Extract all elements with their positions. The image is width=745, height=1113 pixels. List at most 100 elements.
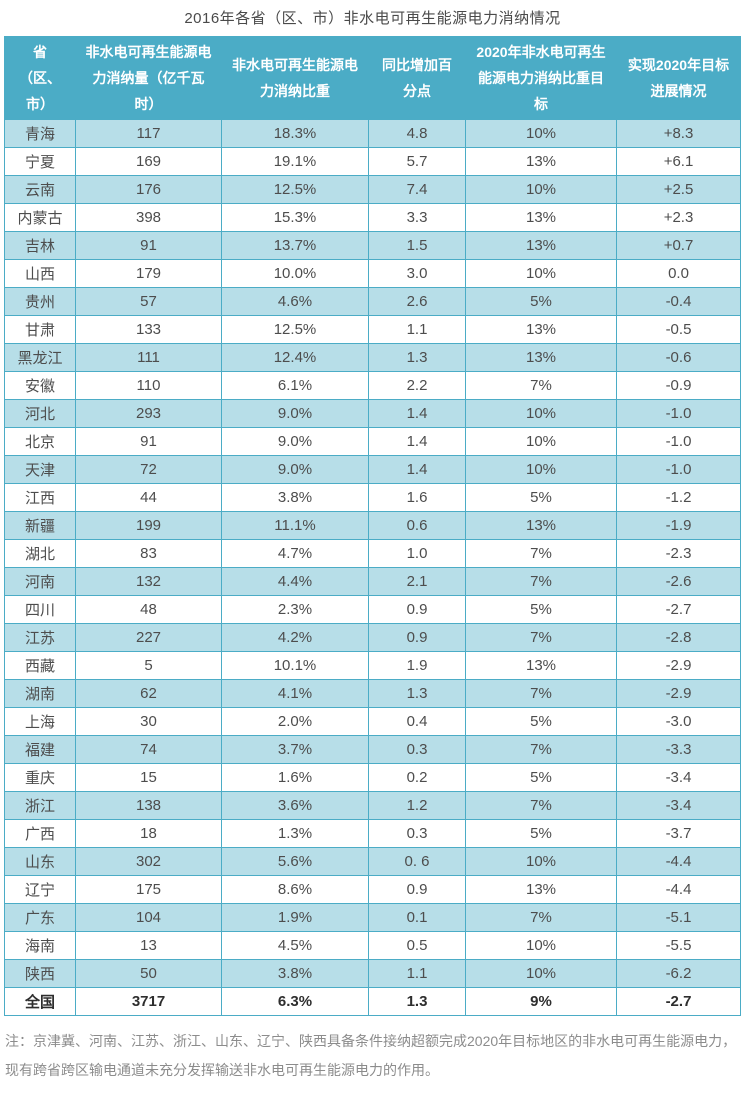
province-cell: 全国: [4, 987, 76, 1016]
progress-cell: -2.9: [616, 679, 741, 708]
province-cell: 上海: [4, 707, 76, 736]
progress-cell: -1.0: [616, 455, 741, 484]
consumption-share-cell: 3.8%: [221, 483, 369, 512]
progress-cell: -3.3: [616, 735, 741, 764]
target-cell: 7%: [465, 903, 617, 932]
table-row: 山东 302 5.6% 0. 6 10% -4.4: [4, 847, 741, 876]
target-cell: 7%: [465, 371, 617, 400]
consumption-amount-cell: 138: [75, 791, 222, 820]
target-cell: 13%: [465, 343, 617, 372]
progress-cell: 0.0: [616, 259, 741, 288]
table-row: 山西 179 10.0% 3.0 10% 0.0: [4, 259, 741, 288]
consumption-amount-cell: 110: [75, 371, 222, 400]
yoy-increase-cell: 7.4: [368, 175, 466, 204]
target-cell: 10%: [465, 119, 617, 148]
target-cell: 10%: [465, 175, 617, 204]
yoy-increase-cell: 0.9: [368, 595, 466, 624]
table-row: 上海 30 2.0% 0.4 5% -3.0: [4, 707, 741, 736]
consumption-share-cell: 8.6%: [221, 875, 369, 904]
consumption-share-cell: 4.6%: [221, 287, 369, 316]
consumption-table: 省（区、市） 非水电可再生能源电力消纳量（亿千瓦时） 非水电可再生能源电力消纳比…: [4, 36, 741, 1016]
target-cell: 7%: [465, 679, 617, 708]
progress-cell: -4.4: [616, 875, 741, 904]
table-row: 重庆 15 1.6% 0.2 5% -3.4: [4, 763, 741, 792]
yoy-increase-cell: 4.8: [368, 119, 466, 148]
table-row: 内蒙古 398 15.3% 3.3 13% +2.3: [4, 203, 741, 232]
target-cell: 10%: [465, 959, 617, 988]
consumption-amount-cell: 91: [75, 231, 222, 260]
province-cell: 安徽: [4, 371, 76, 400]
yoy-increase-cell: 1.6: [368, 483, 466, 512]
target-cell: 10%: [465, 847, 617, 876]
total-row: 全国 3717 6.3% 1.3 9% -2.7: [4, 987, 741, 1016]
target-cell: 7%: [465, 539, 617, 568]
province-cell: 陕西: [4, 959, 76, 988]
province-cell: 江苏: [4, 623, 76, 652]
progress-cell: -3.4: [616, 791, 741, 820]
consumption-amount-cell: 83: [75, 539, 222, 568]
yoy-increase-cell: 1.3: [368, 987, 466, 1016]
consumption-share-cell: 10.0%: [221, 259, 369, 288]
province-cell: 辽宁: [4, 875, 76, 904]
progress-cell: -2.3: [616, 539, 741, 568]
yoy-increase-cell: 0. 6: [368, 847, 466, 876]
yoy-increase-cell: 1.5: [368, 231, 466, 260]
progress-cell: +6.1: [616, 147, 741, 176]
table-row: 西藏 5 10.1% 1.9 13% -2.9: [4, 651, 741, 680]
progress-cell: -1.2: [616, 483, 741, 512]
consumption-share-cell: 9.0%: [221, 427, 369, 456]
consumption-share-cell: 3.6%: [221, 791, 369, 820]
progress-cell: -5.1: [616, 903, 741, 932]
progress-cell: -0.6: [616, 343, 741, 372]
table-row: 四川 48 2.3% 0.9 5% -2.7: [4, 595, 741, 624]
table-row: 青海 117 18.3% 4.8 10% +8.3: [4, 119, 741, 148]
header-consumption-amount: 非水电可再生能源电力消纳量（亿千瓦时）: [75, 36, 222, 120]
table-row: 福建 74 3.7% 0.3 7% -3.3: [4, 735, 741, 764]
target-cell: 5%: [465, 819, 617, 848]
target-cell: 5%: [465, 707, 617, 736]
progress-cell: +0.7: [616, 231, 741, 260]
target-cell: 7%: [465, 567, 617, 596]
consumption-amount-cell: 199: [75, 511, 222, 540]
table-row: 湖北 83 4.7% 1.0 7% -2.3: [4, 539, 741, 568]
progress-cell: -2.9: [616, 651, 741, 680]
progress-cell: -2.8: [616, 623, 741, 652]
yoy-increase-cell: 0.2: [368, 763, 466, 792]
target-cell: 7%: [465, 735, 617, 764]
yoy-increase-cell: 1.4: [368, 399, 466, 428]
target-cell: 13%: [465, 651, 617, 680]
table-row: 江西 44 3.8% 1.6 5% -1.2: [4, 483, 741, 512]
consumption-amount-cell: 48: [75, 595, 222, 624]
header-row: 省（区、市） 非水电可再生能源电力消纳量（亿千瓦时） 非水电可再生能源电力消纳比…: [4, 36, 741, 120]
table-row: 陕西 50 3.8% 1.1 10% -6.2: [4, 959, 741, 988]
table-row: 浙江 138 3.6% 1.2 7% -3.4: [4, 791, 741, 820]
consumption-amount-cell: 50: [75, 959, 222, 988]
yoy-increase-cell: 5.7: [368, 147, 466, 176]
progress-cell: -5.5: [616, 931, 741, 960]
consumption-amount-cell: 72: [75, 455, 222, 484]
consumption-amount-cell: 169: [75, 147, 222, 176]
consumption-amount-cell: 104: [75, 903, 222, 932]
province-cell: 甘肃: [4, 315, 76, 344]
province-cell: 河北: [4, 399, 76, 428]
yoy-increase-cell: 3.3: [368, 203, 466, 232]
province-cell: 江西: [4, 483, 76, 512]
progress-cell: -2.7: [616, 595, 741, 624]
province-cell: 吉林: [4, 231, 76, 260]
table-row: 辽宁 175 8.6% 0.9 13% -4.4: [4, 875, 741, 904]
progress-cell: -4.4: [616, 847, 741, 876]
yoy-increase-cell: 0.3: [368, 735, 466, 764]
consumption-amount-cell: 398: [75, 203, 222, 232]
progress-cell: -0.5: [616, 315, 741, 344]
province-cell: 浙江: [4, 791, 76, 820]
yoy-increase-cell: 0.6: [368, 511, 466, 540]
consumption-share-cell: 4.4%: [221, 567, 369, 596]
consumption-share-cell: 5.6%: [221, 847, 369, 876]
page: 2016年各省（区、市）非水电可再生能源电力消纳情况 省（区、市） 非水电可再生…: [4, 10, 741, 1078]
header-yoy-increase: 同比增加百分点: [368, 36, 466, 120]
province-cell: 宁夏: [4, 147, 76, 176]
table-row: 甘肃 133 12.5% 1.1 13% -0.5: [4, 315, 741, 344]
target-cell: 10%: [465, 931, 617, 960]
progress-cell: -1.0: [616, 399, 741, 428]
footnote: 注：京津冀、河南、江苏、浙江、山东、辽宁、陕西具备条件接纳超额完成2020年目标…: [5, 1033, 737, 1078]
